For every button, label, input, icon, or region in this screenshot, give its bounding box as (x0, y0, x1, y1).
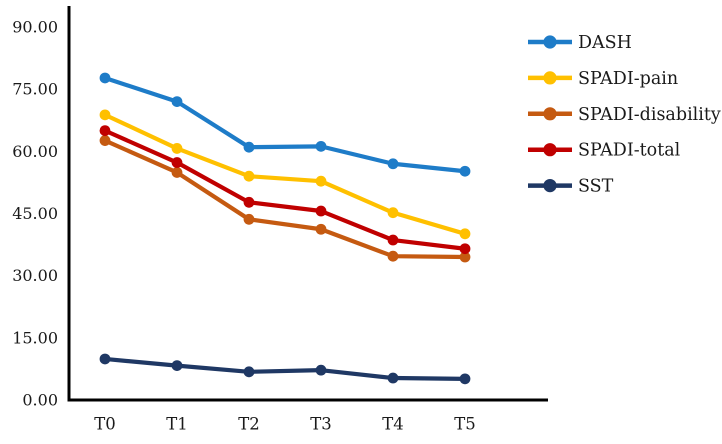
data-point (243, 366, 255, 378)
y-tick-label: 90.00 (12, 17, 58, 36)
data-point (459, 373, 471, 385)
x-category-label: T5 (454, 415, 476, 434)
series-SST (99, 353, 471, 385)
legend-item-SST: SST (528, 177, 614, 197)
data-point (459, 243, 471, 255)
legend-item-DASH: DASH (528, 33, 632, 53)
data-point (99, 125, 111, 137)
x-category-label: T1 (166, 415, 188, 434)
data-point (315, 140, 327, 152)
data-point (243, 196, 255, 208)
data-point (171, 96, 183, 107)
data-point (171, 167, 183, 178)
data-point (315, 223, 327, 235)
data-point (387, 250, 399, 262)
legend-label: SPADI-disability (578, 105, 721, 125)
legend-marker-icon (543, 71, 557, 85)
data-point (99, 72, 111, 84)
legend-label: SPADI-total (578, 141, 681, 161)
data-point (459, 228, 471, 240)
series-line (102, 138, 468, 260)
legend-marker-icon (543, 143, 557, 157)
y-tick-label: 45.00 (12, 204, 58, 223)
series-line (102, 112, 468, 236)
legend-item-SPADI-pain: SPADI-pain (528, 69, 678, 89)
series-line (102, 75, 468, 174)
data-point (459, 165, 471, 177)
y-tick-label: 75.00 (12, 80, 58, 99)
x-category-label: T4 (382, 415, 404, 434)
series-line (102, 128, 468, 251)
series-DASH (99, 72, 471, 177)
data-point (459, 251, 471, 263)
legend-item-SPADI-disability: SPADI-disability (528, 105, 721, 125)
y-tick-label: 0.00 (22, 390, 58, 409)
data-point (99, 353, 111, 365)
data-point (315, 364, 327, 376)
y-tick-label: 30.00 (12, 266, 58, 285)
legend-label: SST (578, 177, 614, 197)
data-point (315, 205, 327, 217)
series-SPADI-disability (99, 135, 471, 263)
data-point (171, 157, 183, 168)
data-point (387, 207, 399, 219)
legend-item-SPADI-total: SPADI-total (528, 141, 681, 161)
legend-marker-icon (543, 107, 557, 121)
x-category-label: T0 (94, 415, 116, 434)
legend-marker-icon (543, 35, 557, 49)
series-SPADI-total (99, 125, 471, 255)
y-tick-label: 15.00 (12, 328, 58, 347)
legend: DASH SPADI-pain SPADI-disability SPADI-tota… (528, 33, 721, 197)
data-point (171, 360, 183, 372)
series-line (102, 356, 468, 381)
x-category-label: T3 (310, 415, 332, 434)
y-tick-label: 60.00 (12, 142, 58, 161)
data-point (171, 143, 183, 154)
data-point (387, 372, 399, 384)
legend-marker-icon (543, 179, 557, 193)
series-SPADI-pain (99, 109, 471, 240)
legend-label: DASH (578, 33, 632, 53)
data-point (243, 170, 255, 182)
data-point (99, 135, 111, 146)
data-point (387, 158, 399, 170)
data-point (315, 175, 327, 187)
x-category-label: T2 (238, 415, 260, 434)
data-point (243, 213, 255, 225)
data-point (243, 141, 255, 153)
data-point (99, 109, 111, 121)
data-point (387, 234, 399, 246)
legend-label: SPADI-pain (578, 69, 678, 89)
